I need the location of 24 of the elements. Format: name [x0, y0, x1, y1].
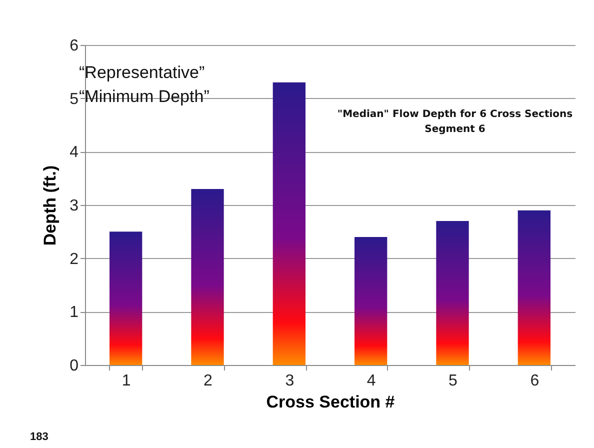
bar — [110, 232, 142, 365]
bar — [272, 82, 306, 365]
y-tick-label: 1 — [70, 304, 79, 322]
x-axis-title: Cross Section # — [266, 392, 396, 412]
bar — [354, 237, 388, 365]
bar — [518, 210, 550, 365]
bar — [436, 221, 469, 365]
y-tick-label: 2 — [70, 250, 79, 268]
x-tick-label: 1 — [122, 372, 131, 390]
text: "Median" Flow Depth for 6 Cross Sections Segment 6 — [337, 109, 573, 135]
x-tick-label: 6 — [530, 372, 540, 390]
y-tick-label: 0 — [70, 358, 79, 374]
x-tick-label: 5 — [448, 372, 458, 390]
bar — [191, 189, 224, 365]
y-tick-label: 5 — [70, 90, 79, 108]
x-tick-label: 2 — [204, 372, 213, 390]
annotation: “Representative” “Minimum Depth” — [79, 63, 210, 106]
x-tick-label: 4 — [366, 372, 376, 390]
x-tick-label: 3 — [285, 372, 294, 390]
y-tick-label: 6 — [70, 38, 79, 54]
y-axis-title: Depth (ft.) — [40, 165, 60, 246]
text: 183 — [30, 431, 48, 443]
y-tick-label: 3 — [70, 198, 79, 214]
y-tick-label: 4 — [70, 144, 79, 162]
